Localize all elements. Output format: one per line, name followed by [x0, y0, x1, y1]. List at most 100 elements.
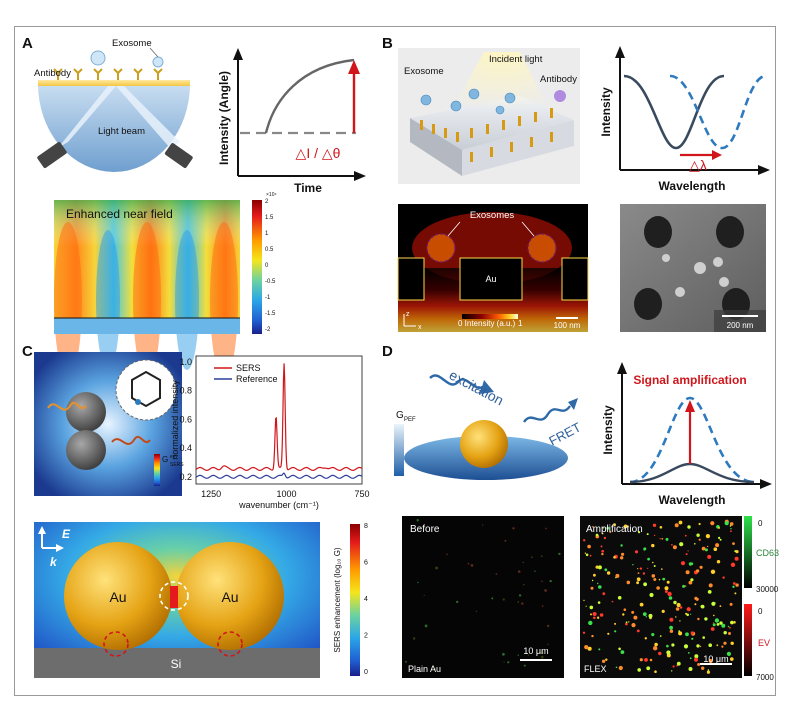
fluorescence-spot	[611, 600, 614, 603]
fluorescence-spot	[626, 580, 631, 585]
fluorescence-spot	[694, 603, 697, 606]
fluorescence-spot	[651, 543, 655, 548]
fluorescence-spot	[695, 569, 700, 573]
fluorescence-spot	[547, 643, 549, 645]
molecule-inset	[115, 359, 177, 421]
fluorescence-spot	[705, 534, 711, 539]
fluorescence-spot	[666, 580, 670, 584]
y-tick-label: 0.2	[179, 472, 192, 482]
fluorescence-spot	[541, 580, 543, 583]
fluorescence-spot	[596, 616, 600, 619]
fluorescence-spot	[502, 598, 505, 601]
fluorescence-spot	[698, 538, 701, 541]
svg-text:x: x	[418, 324, 422, 331]
fluorescence-spot	[646, 533, 649, 536]
fluorescence-spot	[694, 543, 696, 545]
fluorescence-spot	[674, 523, 679, 528]
fluorescence-spot	[724, 521, 729, 526]
fluorescence-spot	[507, 661, 510, 664]
svg-text:0: 0	[758, 519, 763, 528]
fluorescence-spot	[638, 531, 641, 534]
panel-label-b: B	[382, 35, 393, 52]
fluorescence-spot	[733, 621, 736, 624]
fluorescence-spot	[686, 607, 691, 612]
plot-b-intensity-wavelength: Intensity Wavelength △λ	[599, 46, 770, 193]
label-au-c1: Au	[109, 589, 126, 605]
fluorescence-spot	[711, 601, 716, 606]
fluorescence-spot	[659, 635, 662, 637]
fluorescence-spot	[591, 579, 594, 582]
fluorescence-spot	[606, 526, 610, 530]
fluorescence-spot	[620, 556, 624, 560]
fluorescence-spot	[721, 623, 726, 628]
svg-text:k: k	[50, 555, 58, 569]
fluorescence-spot	[666, 644, 669, 648]
fluorescence-spot	[600, 545, 603, 548]
fluorescence-spot	[642, 572, 646, 575]
plot-d-signal-amplification: Signal amplification Intensity Wavelengt…	[601, 362, 772, 507]
fluorescence-spot	[716, 623, 720, 626]
fluorescence-spot	[687, 550, 689, 552]
fluorescence-spot	[587, 646, 592, 651]
fluorescence-spot	[669, 617, 674, 622]
fluorescence-spot	[683, 644, 689, 649]
fluorescence-spot	[694, 654, 699, 659]
fluorescence-spot	[653, 646, 658, 651]
fluorescence-spot	[678, 520, 683, 525]
fluorescence-spot	[637, 668, 641, 672]
fluorescence-spot	[558, 552, 561, 556]
sensor-chip: Incident light Exosome Antibody	[398, 48, 580, 184]
fluorescence-spot	[412, 637, 416, 640]
fluorescence-spot	[617, 596, 622, 600]
fluorescence-spot	[654, 642, 658, 647]
fluorescence-spot	[522, 561, 524, 564]
fluorescence-spot	[599, 613, 604, 617]
fluorescence-spot	[614, 622, 617, 625]
fluorescence-spot	[540, 555, 543, 558]
y-tick-label: 0.6	[179, 414, 192, 424]
fluorescence-spot	[636, 629, 640, 633]
fluorescence-spot	[661, 537, 664, 540]
fluorescence-spot	[730, 657, 734, 661]
fluorescence-spot	[593, 573, 596, 577]
fluorescence-spot	[435, 566, 439, 570]
panel-a: A Exosome Antibody Light beam	[22, 35, 366, 378]
fluorescence-spot	[593, 616, 596, 620]
fluorescence-spot	[502, 652, 505, 656]
fluorescence-spot	[719, 538, 722, 541]
colorbar-ev: 0 EV 7000	[744, 604, 774, 682]
fluorescence-spot	[456, 600, 459, 604]
fluorescence-spot	[690, 631, 694, 635]
fluorescence-spot	[684, 585, 687, 587]
colorbar-c-tick: 2	[364, 633, 368, 640]
colorbar-cd63: 0 CD63 30000	[744, 516, 779, 594]
svg-text:30000: 30000	[756, 585, 779, 594]
fluorescence-spot	[688, 667, 693, 671]
fluorescence-spot	[729, 525, 732, 527]
fluorescence-spot	[726, 651, 732, 657]
fluorescence-spot	[685, 553, 688, 556]
x-tick-label: 1000	[277, 489, 297, 499]
colorbar-a-tick: -0.5	[265, 279, 276, 285]
fluorescence-spot	[503, 661, 505, 663]
fluorescence-spot	[645, 616, 647, 618]
label-cd63: CD63	[756, 548, 779, 558]
fluorescence-spot	[729, 626, 731, 629]
fluorescence-spot	[523, 664, 526, 667]
fluorescence-spot	[691, 637, 694, 640]
fluorescence-spot	[721, 645, 724, 648]
fluorescence-spot	[606, 571, 611, 575]
fluorescence-spot	[704, 617, 708, 621]
fluorescence-spot	[602, 592, 606, 596]
svg-text:em: em	[170, 454, 177, 460]
colorbar-title-sers: SERS enhancement (log₁₀ G)	[333, 547, 342, 653]
fluorescence-spot	[694, 596, 698, 601]
fluorescence-spot	[628, 621, 630, 623]
excitation-wave-icon	[429, 374, 485, 389]
raman-wave-icon	[47, 401, 87, 411]
fluorescence-spot	[698, 522, 701, 526]
fluorescence-spot	[527, 654, 530, 656]
near-field-map: Enhanced near field	[54, 200, 240, 378]
fluorescence-spot	[544, 589, 547, 592]
